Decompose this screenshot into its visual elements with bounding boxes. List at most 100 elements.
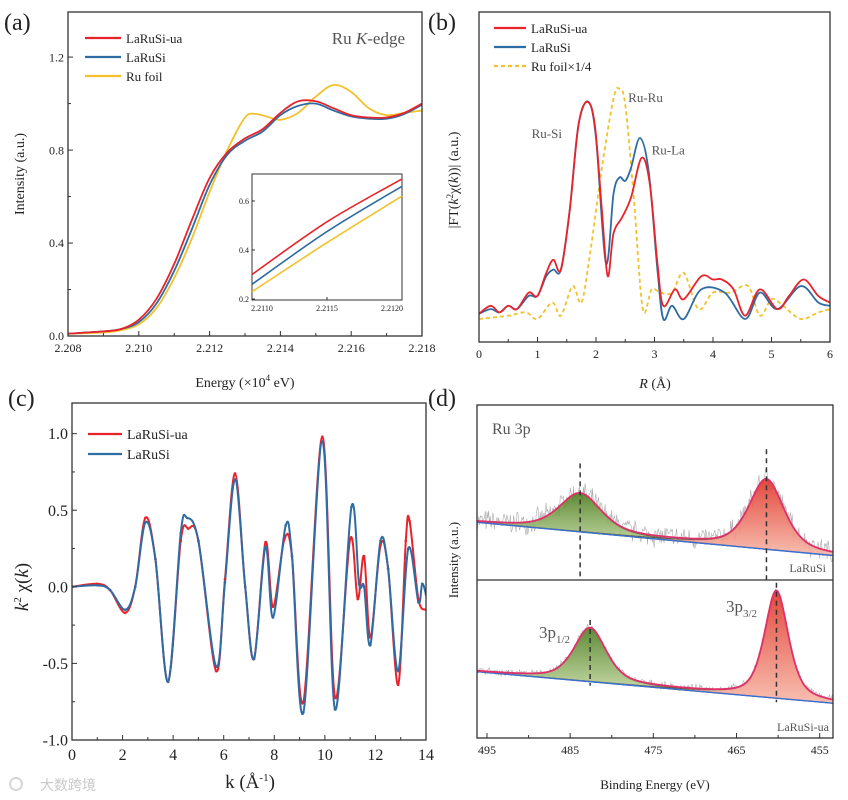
- panel-c-frame: [71, 402, 427, 741]
- watermark-text: 大数跨境: [40, 778, 96, 794]
- chi-point: [223, 577, 227, 581]
- panel-b-xtick-label: 6: [827, 347, 833, 361]
- panel-a-edge-label: Ru K-edge: [332, 29, 405, 48]
- panel-c-xtick-label: 14: [418, 747, 434, 764]
- chi-point: [123, 611, 127, 615]
- chi-point: [356, 597, 360, 601]
- panel-b-xtick-label: 2: [593, 347, 599, 361]
- peak-annotation-ru-ru: Ru-Ru: [628, 90, 663, 105]
- panel-a-inset: 2.2110 2.2115 2.2120 0.2 0.4 0.6: [239, 173, 403, 313]
- chi-point: [302, 700, 305, 704]
- chi-point: [214, 665, 218, 668]
- chi-point: [362, 585, 366, 589]
- legend-label-0: LaRuSi-ua: [127, 428, 188, 443]
- chi-point: [404, 539, 408, 543]
- legend-label-0: LaRuSi-ua: [126, 31, 183, 46]
- ft-line-ru-foil-1-4: [479, 86, 830, 321]
- panel-a-xtick-label: 2.212: [196, 341, 223, 355]
- chi-point: [233, 478, 237, 481]
- chi-point: [154, 557, 157, 561]
- chi-point: [233, 472, 237, 475]
- chi-point: [379, 539, 382, 543]
- panel-a-ytick-label: 0.0: [49, 329, 64, 343]
- panel-c-xtick-label: 2: [119, 747, 127, 764]
- xps-peak-fill-3p32: [477, 478, 833, 557]
- chi-point: [350, 505, 353, 509]
- panel-b-ylabel: |FT(k2χ(k))| (a.u.): [445, 131, 462, 228]
- panel-d-xtick-label: 495: [478, 743, 496, 757]
- panel-c-ytick-label: 0.5: [48, 503, 68, 520]
- panel-d-title: Ru 3p: [492, 421, 531, 438]
- peak-label-3p32: 3p3/2: [726, 597, 757, 620]
- panel-c-xtick-label: 8: [270, 747, 278, 764]
- chi-point: [420, 582, 424, 586]
- panel-c-xtick-label: 12: [367, 747, 383, 764]
- chi-point: [302, 711, 305, 714]
- legend-label-1: LaRuSi: [126, 50, 166, 65]
- chi-point: [243, 585, 247, 589]
- ft-line-larusi-ua: [479, 100, 830, 317]
- inset-ytick-label: 0.6: [239, 197, 249, 206]
- chi-point: [133, 585, 137, 589]
- inset-line-larusi: [251, 185, 403, 285]
- chi-point: [166, 680, 170, 684]
- chi-point: [333, 695, 337, 699]
- panel-a-ytick-label: 1.2: [49, 50, 64, 64]
- chi-point: [252, 657, 256, 661]
- chi-point: [283, 538, 286, 541]
- panel-a-xtick-label: 2.208: [55, 341, 82, 355]
- panel-c-xtick-label: 4: [169, 747, 177, 764]
- panel-a-xtick-label: 2.210: [125, 341, 152, 355]
- xps-background-line: [477, 670, 833, 704]
- panel-label-b: (b): [428, 10, 456, 36]
- panel-a-legend: LaRuSi-ua LaRuSi Ru foil: [85, 31, 183, 84]
- panel-c-k-space: 0 2 4 6 8 10 12 14 -1.0 -0.5 0.0 0.5 1.0 k (Å-1) k2 …: [12, 402, 434, 793]
- chi-point: [417, 600, 420, 604]
- chi-point: [214, 669, 218, 673]
- panel-d-xtick-label: 485: [561, 743, 579, 757]
- panel-d-xps: 495 485 475 465 455 Ru 3p LaRuSi LaRuSi-ua 3…: [446, 404, 834, 792]
- inset-line-larusi-ua: [251, 178, 403, 276]
- panel-a-xanes: 2.208 2.210 2.212 2.214 2.216 2.218 0.0 0.4 0.8 1…: [13, 11, 436, 391]
- chi-point: [123, 608, 127, 612]
- inset-xtick-label: 2.2115: [316, 304, 338, 313]
- xps-envelope: [477, 478, 833, 553]
- chi-point: [144, 516, 147, 520]
- chi-point: [187, 527, 190, 530]
- inset-xtick-label: 2.2110: [251, 304, 273, 313]
- chi-point: [197, 539, 200, 543]
- panel-a-ylabel: Intensity (a.u.): [13, 133, 28, 215]
- legend-label-1: LaRuSi: [127, 448, 170, 463]
- panel-c-xtick-label: 0: [68, 747, 76, 764]
- legend-label-2: Ru foil: [126, 69, 163, 84]
- panel-label-d: (d): [428, 386, 456, 412]
- inset-ytick-label: 0.4: [239, 246, 249, 255]
- panel-a-xlabel: Energy (×104 eV): [195, 373, 295, 391]
- panel-c-xtick-label: 6: [220, 747, 228, 764]
- xps-background-line: [477, 521, 833, 557]
- chi-line-larusi-ua: [72, 435, 426, 705]
- inset-xtick-label: 2.2120: [381, 304, 403, 313]
- panel-c-legend: LaRuSi-ua LaRuSi: [88, 428, 188, 463]
- panel-c-ytick-label: -1.0: [43, 733, 68, 750]
- chi-point: [321, 435, 324, 439]
- chi-point: [271, 605, 275, 609]
- watermark: 大数跨境: [9, 777, 96, 794]
- panel-c-xtick-label: 10: [317, 747, 333, 764]
- panel-b-xtick-label: 1: [535, 347, 541, 361]
- peak-label-3p12: 3p1/2: [539, 623, 570, 646]
- panel-b-ft-exafs: 0 1 2 3 4 5 6 Ru-Si Ru-Ru Ru-La R (Å) |FT(k2χ(k)…: [445, 11, 833, 392]
- chi-point: [185, 516, 189, 520]
- panel-d-xtick-label: 455: [811, 743, 829, 757]
- panel-c-xlabel: k (Å-1): [225, 772, 275, 793]
- chi-point: [333, 708, 337, 711]
- panel-a-ytick-label: 0.8: [49, 143, 64, 157]
- panel-a-xtick-label: 2.216: [338, 341, 365, 355]
- xps-raw-data: [477, 468, 833, 562]
- panel-c-ylabel: k2 χ(k): [12, 563, 33, 611]
- panel-a-xtick-label: 2.218: [409, 341, 436, 355]
- panel-c-ytick-label: 1.0: [48, 426, 68, 443]
- chi-point: [284, 524, 287, 527]
- chi-line-larusi: [72, 440, 426, 716]
